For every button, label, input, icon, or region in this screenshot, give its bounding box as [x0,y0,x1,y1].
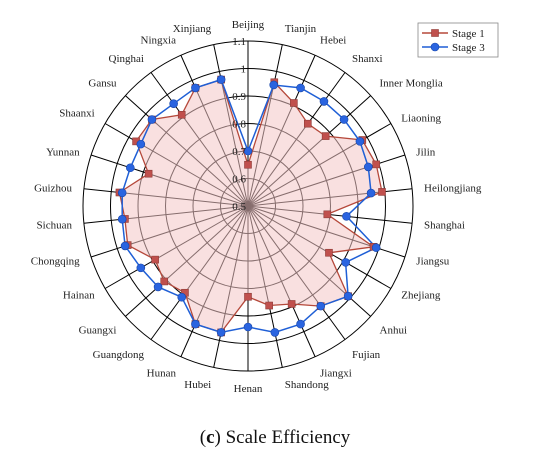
stage-1-point-2 [290,99,298,107]
stage-3-point-0 [243,146,253,156]
stage-1-area [119,79,382,333]
category-label-guangdong: Guangdong [93,349,145,361]
stage-3-point-15 [243,322,253,332]
category-label-qinghai: Qinghai [109,53,144,65]
stage-3-point-17 [191,319,200,329]
stage-1-point-0 [244,160,252,169]
stage-1-point-14 [265,301,273,310]
stage-3-point-5 [355,137,365,146]
stage-3-point-1 [269,80,279,90]
stage-3-point-16 [216,328,226,337]
stage-3-point-14 [270,328,280,337]
stage-3-point-27 [169,99,178,108]
stage-3-point-23 [117,188,127,198]
category-label-sichuan: Sichuan [37,220,73,232]
stage-1-point-4 [321,132,330,140]
category-label-inner-monglia: Inner Monglia [380,78,443,90]
category-label-hubei: Hubei [184,379,211,391]
category-label-shanxi: Shanxi [352,53,383,65]
category-label-jilin: Jilin [416,146,435,158]
figure-caption: (c) Scale Efficiency [0,427,550,449]
radar-tick-labels: 0.5 0.6 0.7 0.8 0.9 1 1.1 [232,36,246,213]
category-label-tianjin: Tianjin [285,23,317,35]
category-label-heilongjiang: Heilongjiang [424,183,482,195]
tick-label-0: 0.5 [232,201,246,213]
stage-3-point-11 [343,291,353,301]
stage-3-point-6 [364,162,373,172]
legend-stage-1-marker [431,29,439,37]
stage-3-point-24 [126,163,135,173]
stage-3-point-19 [153,282,163,292]
stage-1-point-13 [287,300,296,308]
category-label-guangxi: Guangxi [79,324,117,336]
caption-text: Scale Efficiency [220,427,351,448]
stage-1-point-24 [144,169,153,178]
stage-3-point-18 [177,292,187,302]
stage-3-point-10 [341,258,350,267]
stage-3-point-2 [296,83,305,93]
category-label-gansu: Gansu [88,78,117,90]
category-label-jiangsu: Jiangsu [416,256,450,268]
category-label-hebei: Hebei [320,34,346,46]
stage-1-point-10 [325,248,333,257]
legend-stage-1-label: Stage 1 [452,28,485,40]
radar-series [115,75,386,337]
tick-label-5: 1 [241,64,247,76]
stage-1-point-27 [177,110,186,119]
stage-1-point-19 [160,277,169,286]
stage-1-point-8 [323,210,332,219]
category-label-hainan: Hainan [63,290,95,302]
tick-label-1: 0.6 [232,174,246,186]
category-label-liaoning: Liaoning [401,113,441,125]
category-label-henan: Henan [234,383,263,395]
tick-label-2: 0.7 [232,146,246,158]
stage-1-point-15 [244,292,252,301]
stage-3-point-28 [191,83,200,93]
stage-1-point-3 [304,119,312,128]
stage-3-point-8 [342,212,351,221]
stage-3-point-13 [296,319,305,329]
caption-letter: c [206,427,215,448]
stage-1-point-20 [151,255,159,264]
tick-label-3: 0.8 [232,119,246,131]
category-label-chongqing: Chongqing [31,256,80,268]
category-label-jiangxi: Jiangxi [320,368,352,380]
stage-3-point-29 [216,75,226,84]
caption-paren-close: ) [214,427,221,448]
caption-paren-open: ( [199,427,207,448]
stage-3-point-12 [316,301,326,311]
category-label-ningxia: Ningxia [141,34,177,46]
category-label-shaanxi: Shaanxi [59,108,94,120]
category-label-beijing: Beijing [232,19,265,31]
stage-1-point-6 [372,160,380,169]
stage-3-point-4 [339,115,349,124]
category-label-xinjiang: Xinjiang [173,23,212,35]
category-label-fujian: Fujian [352,349,381,361]
stage-3-point-7 [366,188,376,198]
stage-3-point-20 [136,263,146,273]
legend-stage-3-label: Stage 3 [452,42,485,54]
stage-3-point-21 [120,241,130,251]
stage-3-point-9 [371,243,381,252]
category-label-hunan: Hunan [147,368,177,380]
category-label-shandong: Shandong [285,379,330,391]
stage-3-point-3 [319,97,329,106]
stage-3-point-22 [117,214,127,224]
stage-3-point-25 [136,139,146,149]
category-label-yunnan: Yunnan [46,146,80,158]
category-label-anhui: Anhui [380,324,408,336]
category-label-shanghai: Shanghai [424,220,465,232]
category-label-guizhou: Guizhou [34,183,72,195]
legend-stage-3-marker [430,42,440,52]
tick-label-6: 1.1 [232,36,246,48]
legend: Stage 1 Stage 3 [417,22,499,58]
tick-label-4: 0.9 [232,91,246,103]
stage-3-point-26 [147,115,157,124]
stage-1-point-7 [378,188,386,196]
legend-box [417,22,499,58]
category-label-zhejiang: Zhejiang [401,290,441,302]
